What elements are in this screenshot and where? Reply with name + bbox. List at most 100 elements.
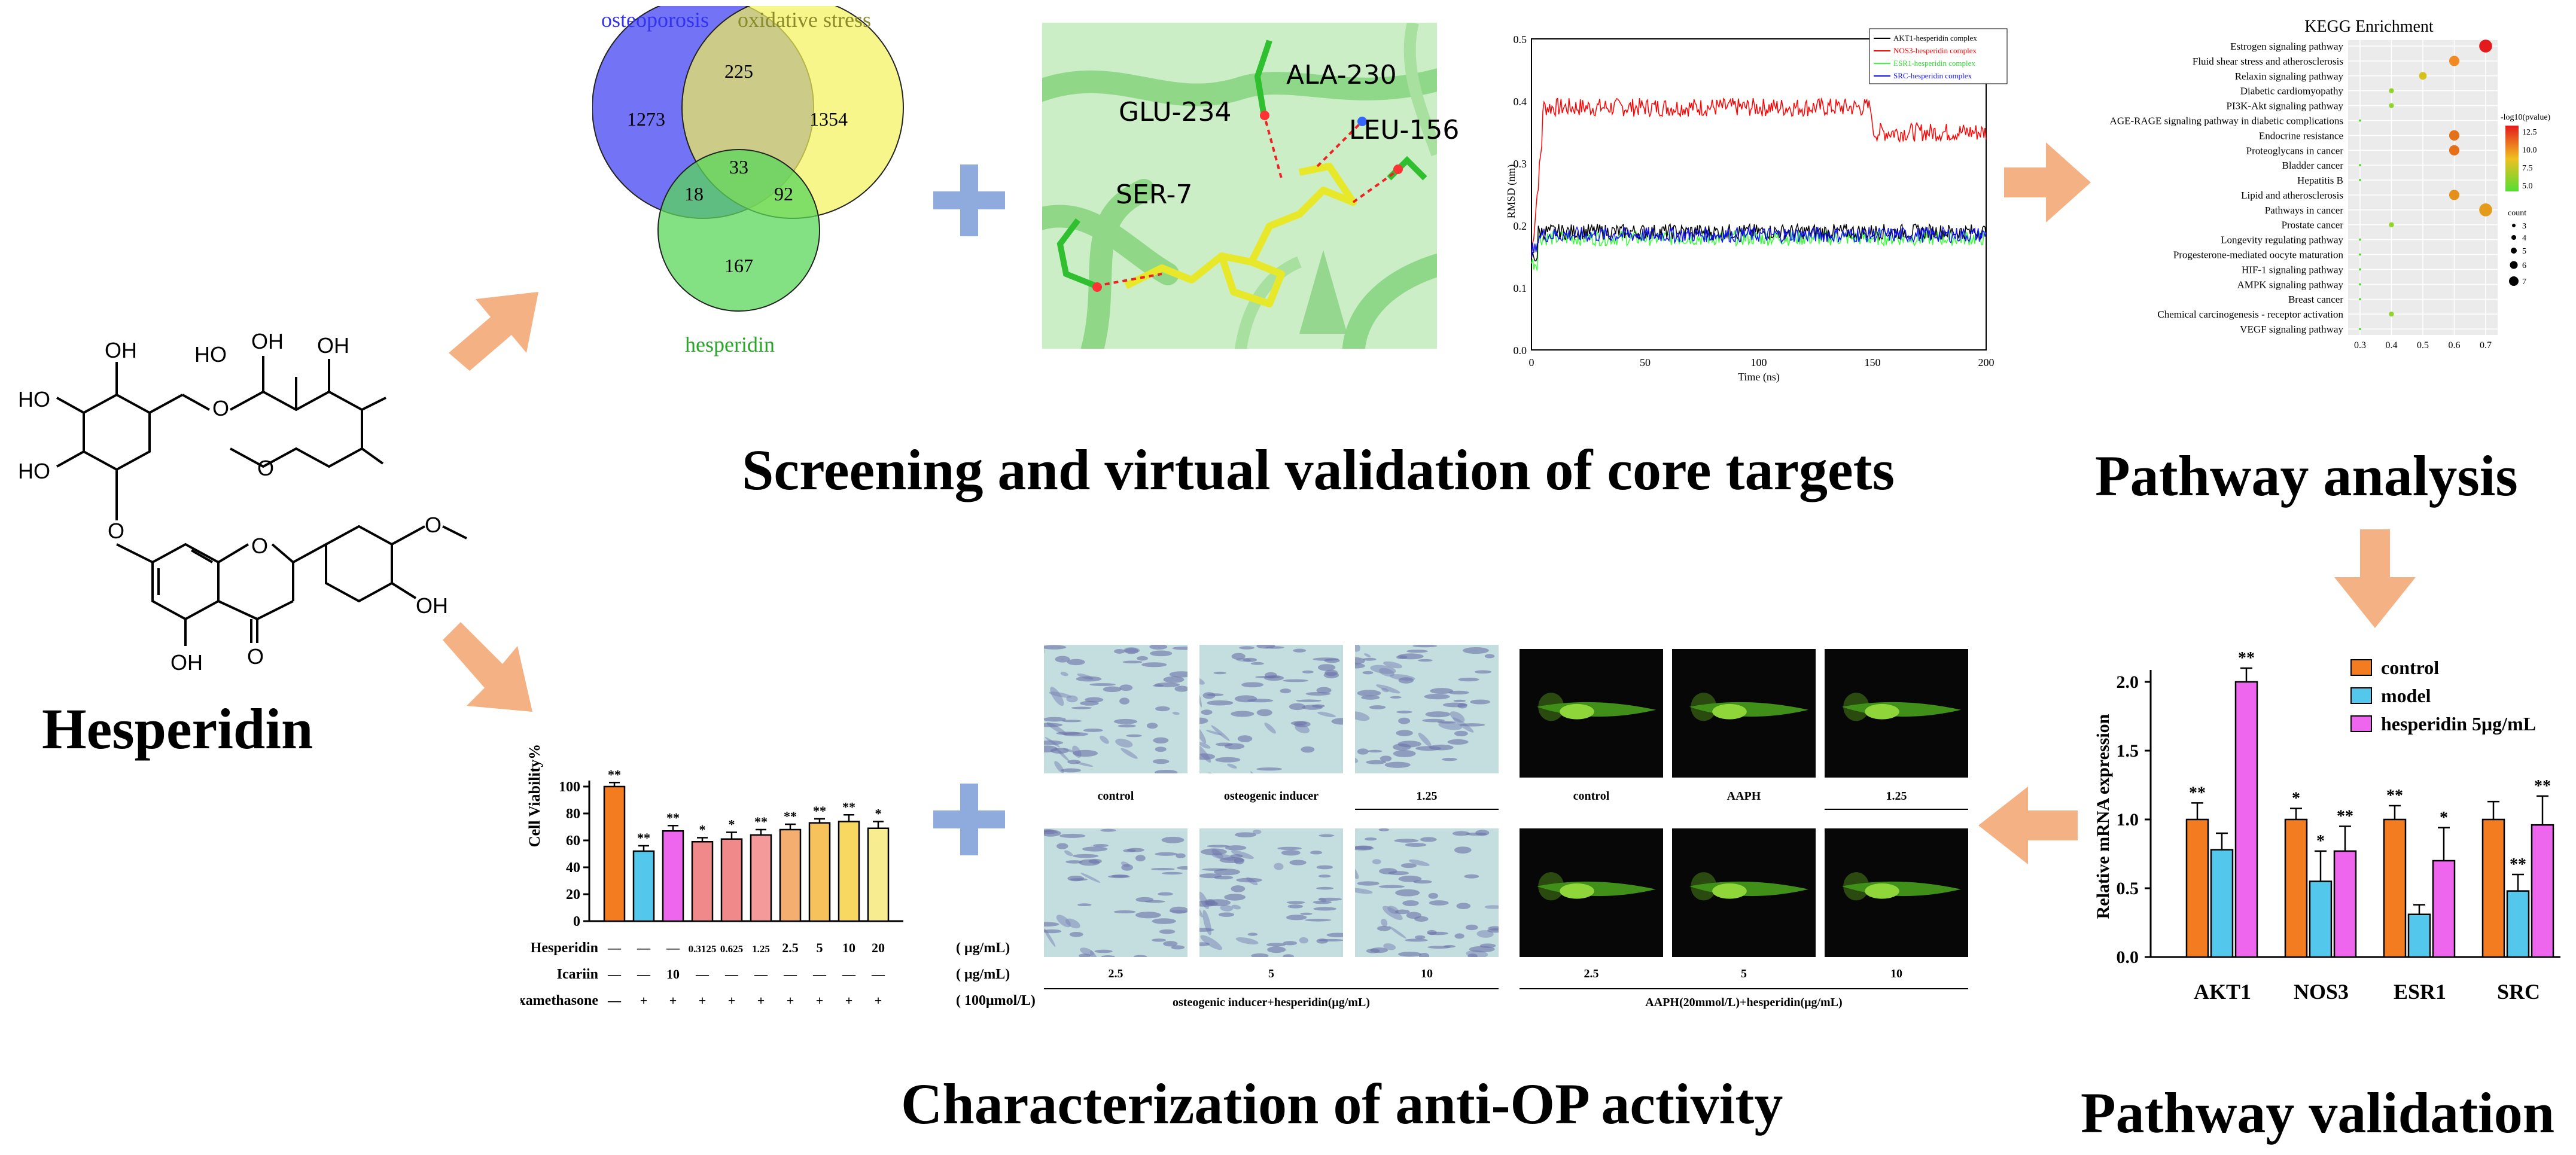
treatment-cell: — <box>754 967 768 982</box>
venn-count: 33 <box>729 156 748 178</box>
significance-mark: ** <box>842 799 855 814</box>
zebrafish-label: control <box>1573 790 1610 803</box>
significance-mark: * <box>2316 832 2325 851</box>
molecule-label: OH <box>251 329 284 353</box>
kegg-bubble <box>2419 72 2427 80</box>
venn-label-hesperidin: hesperidin <box>685 333 775 356</box>
zebrafish-image <box>1520 828 1663 957</box>
kegg-pathway-label: HIF-1 signaling pathway <box>2242 264 2343 275</box>
molecule-label: OH <box>416 593 448 618</box>
rmsd-ytick: 0.3 <box>1514 158 1527 170</box>
treatment-cell: 10 <box>666 967 680 982</box>
kegg-bubble <box>2359 298 2361 301</box>
molecule-label: OH <box>170 650 203 675</box>
molecule-label: O <box>251 534 268 558</box>
mrna-bar <box>2185 818 2209 958</box>
rmsd-ytick: 0.5 <box>1514 33 1527 45</box>
stained-cells-image <box>1044 645 1187 773</box>
significance-mark: * <box>2292 790 2300 808</box>
kegg-xtick: 0.4 <box>2386 340 2398 350</box>
significance-mark: * <box>729 817 735 832</box>
venn-count: 18 <box>684 183 704 205</box>
kegg-bubble <box>2449 130 2460 141</box>
zebrafish-image <box>1672 828 1816 957</box>
venn-label-oxidative: oxidative stress <box>738 8 871 32</box>
mrna-ytick: 0.5 <box>2117 879 2139 898</box>
mrna-ytick: 0.0 <box>2117 947 2139 967</box>
mrna-legend-control: control <box>2381 657 2439 678</box>
venn-count: 1273 <box>627 108 665 130</box>
zebrafish-image <box>1672 649 1816 778</box>
treatment-cell: 0.625 <box>720 943 743 955</box>
mrna-legend-hesperidin: hesperidin 5μg/mL <box>2381 713 2536 735</box>
kegg-chart: KEGG Enrichment 0.3 0.4 0.5 0.6 0.7 Estrogen … <box>2110 17 2551 350</box>
treatment-cell: — <box>607 993 622 1008</box>
zebrafish-label: AAPH <box>1727 790 1761 803</box>
kegg-color-tick: 7.5 <box>2522 164 2533 173</box>
mrna-bar <box>2333 850 2357 958</box>
kegg-pathway-label: Estrogen signaling pathway <box>2230 41 2343 52</box>
staining-label: 1.25 <box>1416 790 1438 803</box>
significance-mark: ** <box>2238 649 2255 668</box>
kegg-count-title: count <box>2508 209 2526 218</box>
kegg-pathway-label: Chemical carcinogenesis - receptor activ… <box>2157 309 2343 320</box>
kegg-bubble <box>2359 238 2361 241</box>
kegg-xtick: 0.5 <box>2417 340 2429 350</box>
kegg-pathway-label: PI3K-Akt signaling pathway <box>2227 100 2344 112</box>
significance-mark: ** <box>813 803 826 818</box>
kegg-bubble <box>2359 179 2361 182</box>
rmsd-legend-src: SRC-hesperidin complex <box>1893 71 1972 80</box>
kegg-xtick: 0.6 <box>2449 340 2461 350</box>
treatment-label-hesperidin: Hesperidin <box>531 940 598 956</box>
zebrafish-image <box>1825 828 1968 957</box>
mrna-category: SRC <box>2497 980 2540 1004</box>
kegg-xtick: 0.7 <box>2480 340 2492 350</box>
stained-cells-image <box>1044 828 1187 957</box>
treatment-cell: — <box>871 967 885 982</box>
mrna-bar <box>2531 824 2554 958</box>
rmsd-ytick: 0.2 <box>1514 220 1527 232</box>
rmsd-legend-esr1: ESR1-hesperidin complex <box>1893 59 1975 68</box>
significance-mark: * <box>2440 809 2448 827</box>
kegg-bubble <box>2359 253 2361 256</box>
kegg-color-tick: 12.5 <box>2522 128 2537 137</box>
stained-cells-image <box>1199 645 1343 773</box>
molecule-label: O <box>212 396 229 420</box>
kegg-bubble <box>2359 268 2361 271</box>
staining-label: 2.5 <box>1108 967 1123 980</box>
kegg-pathway-label: Progesterone-mediated oocyte maturation <box>2173 249 2344 261</box>
mrna-bar <box>2432 860 2456 958</box>
treatment-cell: + <box>875 993 882 1008</box>
staining-caption: osteogenic inducer+hesperidin(μg/mL) <box>1173 996 1370 1009</box>
kegg-bubble <box>2449 190 2460 200</box>
zebrafish-caption: AAPH(20mmol/L)+hesperidin(μg/mL) <box>1645 996 1843 1009</box>
residue-leu156: LEU-156 <box>1349 115 1460 145</box>
treatment-cell: + <box>787 993 794 1008</box>
viability-bar <box>838 821 860 922</box>
hesperidin-heading: Hesperidin <box>42 697 313 761</box>
significance-mark: ** <box>754 814 768 829</box>
zebrafish-label: 5 <box>1741 967 1747 980</box>
molecule-label: OH <box>105 338 137 362</box>
viability-bar <box>632 850 655 922</box>
kegg-pathway-label: Diabetic cardiomyopathy <box>2240 86 2344 97</box>
mrna-bar <box>2284 818 2308 958</box>
viability-ytick: 60 <box>566 833 580 849</box>
pathway-validation-heading: Pathway validation <box>2081 1081 2555 1145</box>
venn-label-osteoporosis: osteoporosis <box>601 8 709 32</box>
mrna-category: AKT1 <box>2194 980 2251 1004</box>
kegg-pathway-label: Proteoglycans in cancer <box>2246 145 2344 156</box>
residue-glu234: GLU-234 <box>1119 97 1232 127</box>
viability-bar <box>808 822 831 922</box>
viability-bar <box>691 841 714 922</box>
molecule-label: O <box>108 519 124 543</box>
kegg-pathway-label: Breast cancer <box>2288 294 2343 305</box>
kegg-color-tick: 10.0 <box>2522 146 2537 155</box>
mrna-ytick: 1.0 <box>2117 810 2139 830</box>
venn-diagram: 1273 225 1354 33 18 92 167 <box>592 6 904 312</box>
significance-mark: ** <box>784 809 797 824</box>
arrow-to-screening <box>449 292 538 371</box>
rmsd-line-esr1 <box>1531 228 1987 271</box>
rmsd-line-src <box>1531 225 1987 258</box>
kegg-pathway-label: Hepatitis B <box>2297 175 2343 186</box>
